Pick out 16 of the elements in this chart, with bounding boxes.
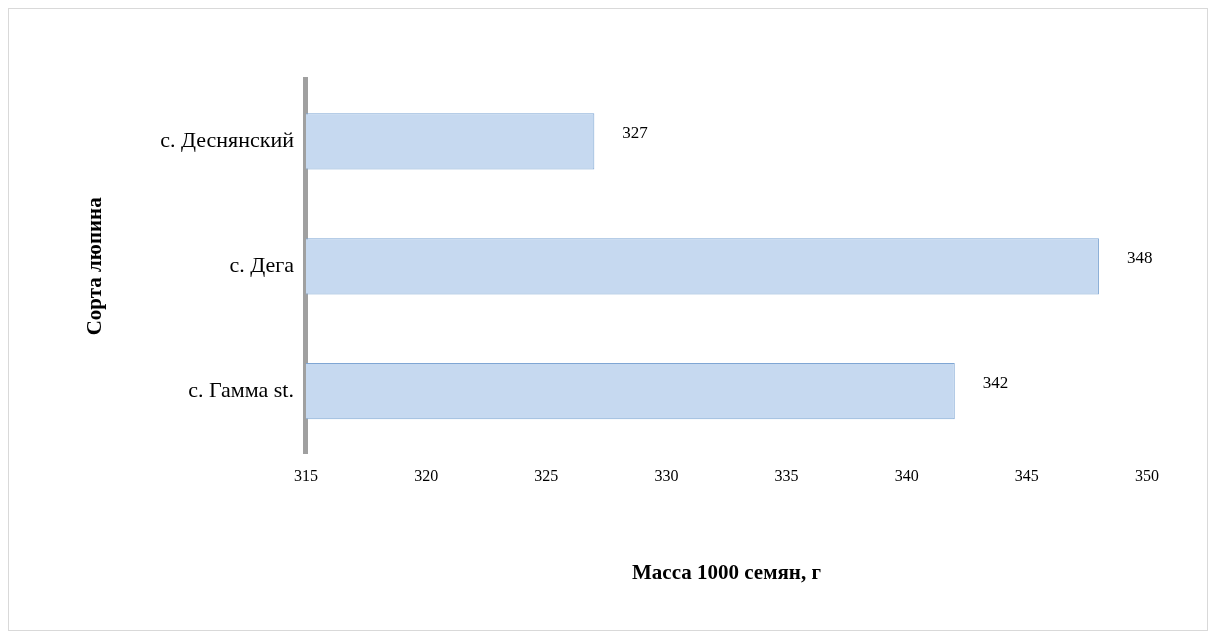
y-tick-label: с. Гамма st.	[188, 376, 294, 402]
x-tick-label: 340	[894, 467, 919, 485]
data-label: 342	[982, 372, 1009, 392]
data-label: 327	[622, 122, 649, 142]
x-tick-label: 325	[534, 467, 559, 485]
x-tick-label: 320	[414, 467, 439, 485]
x-tick-label: 345	[1014, 467, 1039, 485]
x-tick-label: 330	[654, 467, 679, 485]
y-tick-label: с. Дега	[229, 252, 295, 278]
data-label: 348	[1126, 247, 1153, 267]
x-tick-label: 315	[293, 467, 318, 485]
x-tick-label: 350	[1135, 467, 1159, 485]
x-tick-label: 335	[774, 467, 799, 485]
y-axis-title: Сорта люпина	[82, 196, 107, 336]
x-axis-title: Масса 1000 семян, г	[632, 559, 821, 584]
y-tick-label: с. Деснянский	[160, 127, 295, 153]
